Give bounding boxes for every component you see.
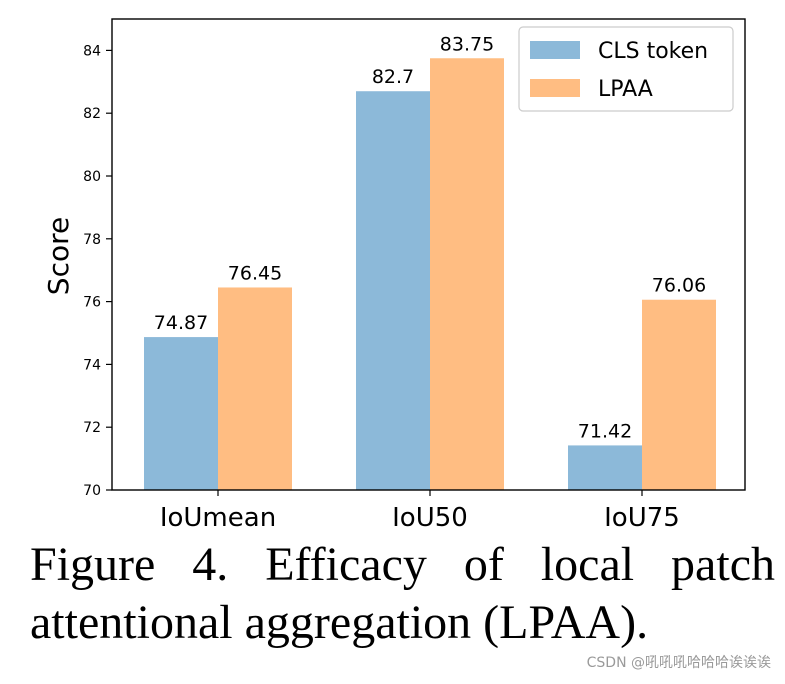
- data-label-cls-token-iou50: 82.7: [372, 66, 414, 88]
- bar-cls-token-iou50: [356, 91, 430, 490]
- bar-cls-token-iou75: [568, 445, 642, 490]
- y-tick-label: 80: [83, 169, 101, 185]
- y-tick-label: 70: [83, 483, 101, 499]
- watermark: CSDN @吼吼吼哈哈哈诶诶诶: [586, 655, 771, 671]
- bar-cls-token-ioumean: [144, 337, 218, 490]
- data-label-lpaa-ioumean: 76.45: [228, 262, 282, 284]
- y-tick-label: 74: [83, 357, 101, 373]
- bar-lpaa-ioumean: [218, 287, 292, 490]
- y-tick-label: 76: [83, 295, 101, 311]
- bar-lpaa-iou50: [430, 58, 504, 490]
- legend-label-lpaa: LPAA: [598, 77, 653, 102]
- y-tick-label: 78: [83, 232, 101, 248]
- data-label-lpaa-iou75: 76.06: [652, 275, 706, 297]
- x-tick-label-ioumean: IoUmean: [160, 503, 276, 533]
- legend-swatch-cls-token: [530, 41, 580, 59]
- legend-swatch-lpaa: [530, 79, 580, 97]
- y-tick-label: 72: [83, 420, 101, 436]
- legend: CLS token LPAA: [518, 26, 734, 112]
- y-tick-label: 84: [83, 43, 101, 59]
- legend-label-cls-token: CLS token: [598, 39, 708, 64]
- bar-lpaa-iou75: [642, 299, 716, 490]
- axes-frame: [111, 18, 746, 491]
- bar-chart: 74.87 82.7 71.42 76.45 83.75 76.06 70 72 74 76 78…: [42, 18, 746, 533]
- figure-caption: Figure 4. Efficacy of local patch attent…: [30, 538, 775, 649]
- y-axis-label: Score: [42, 217, 75, 295]
- data-label-cls-token-iou75: 71.42: [578, 420, 632, 442]
- data-label-cls-token-ioumean: 74.87: [154, 312, 208, 334]
- x-tick-label-iou50: IoU50: [392, 503, 468, 533]
- x-tick-label-iou75: IoU75: [604, 503, 680, 533]
- y-tick-label: 82: [83, 106, 101, 122]
- data-label-lpaa-iou50: 83.75: [440, 33, 494, 55]
